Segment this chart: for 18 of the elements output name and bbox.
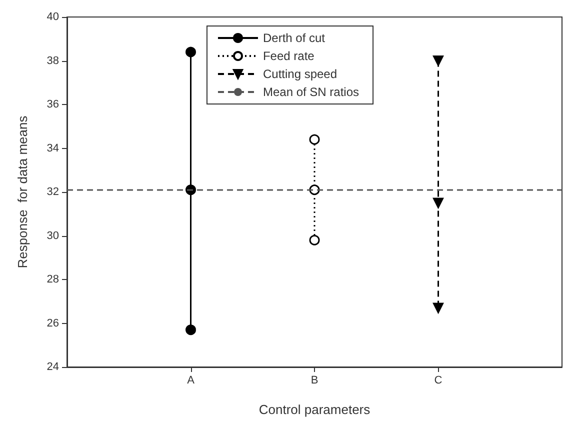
y-tick-label: 40 <box>46 11 59 23</box>
x-tick-label: C <box>434 374 442 386</box>
y-tick-label: 30 <box>46 230 59 242</box>
y-tick-label: 34 <box>46 142 59 154</box>
y-tick-label: 24 <box>46 361 59 373</box>
legend-label: Cutting speed <box>262 67 338 81</box>
legend-label: Derth of cut <box>262 31 326 45</box>
x-axis-title: Control parameters <box>258 402 371 417</box>
y-tick-label: 28 <box>46 274 59 286</box>
y-tick-label: 32 <box>46 186 59 198</box>
y-tick-label: 36 <box>46 98 59 110</box>
x-tick-label: A <box>187 374 196 386</box>
y-tick-label: 26 <box>46 317 59 330</box>
y-axis-title: Response for data means <box>15 115 30 268</box>
legend-label: Mean of SN ratios <box>262 85 360 99</box>
y-tick-label: 38 <box>46 54 59 67</box>
legend-label: Feed rate <box>262 49 315 63</box>
x-tick-label: B <box>310 374 318 386</box>
